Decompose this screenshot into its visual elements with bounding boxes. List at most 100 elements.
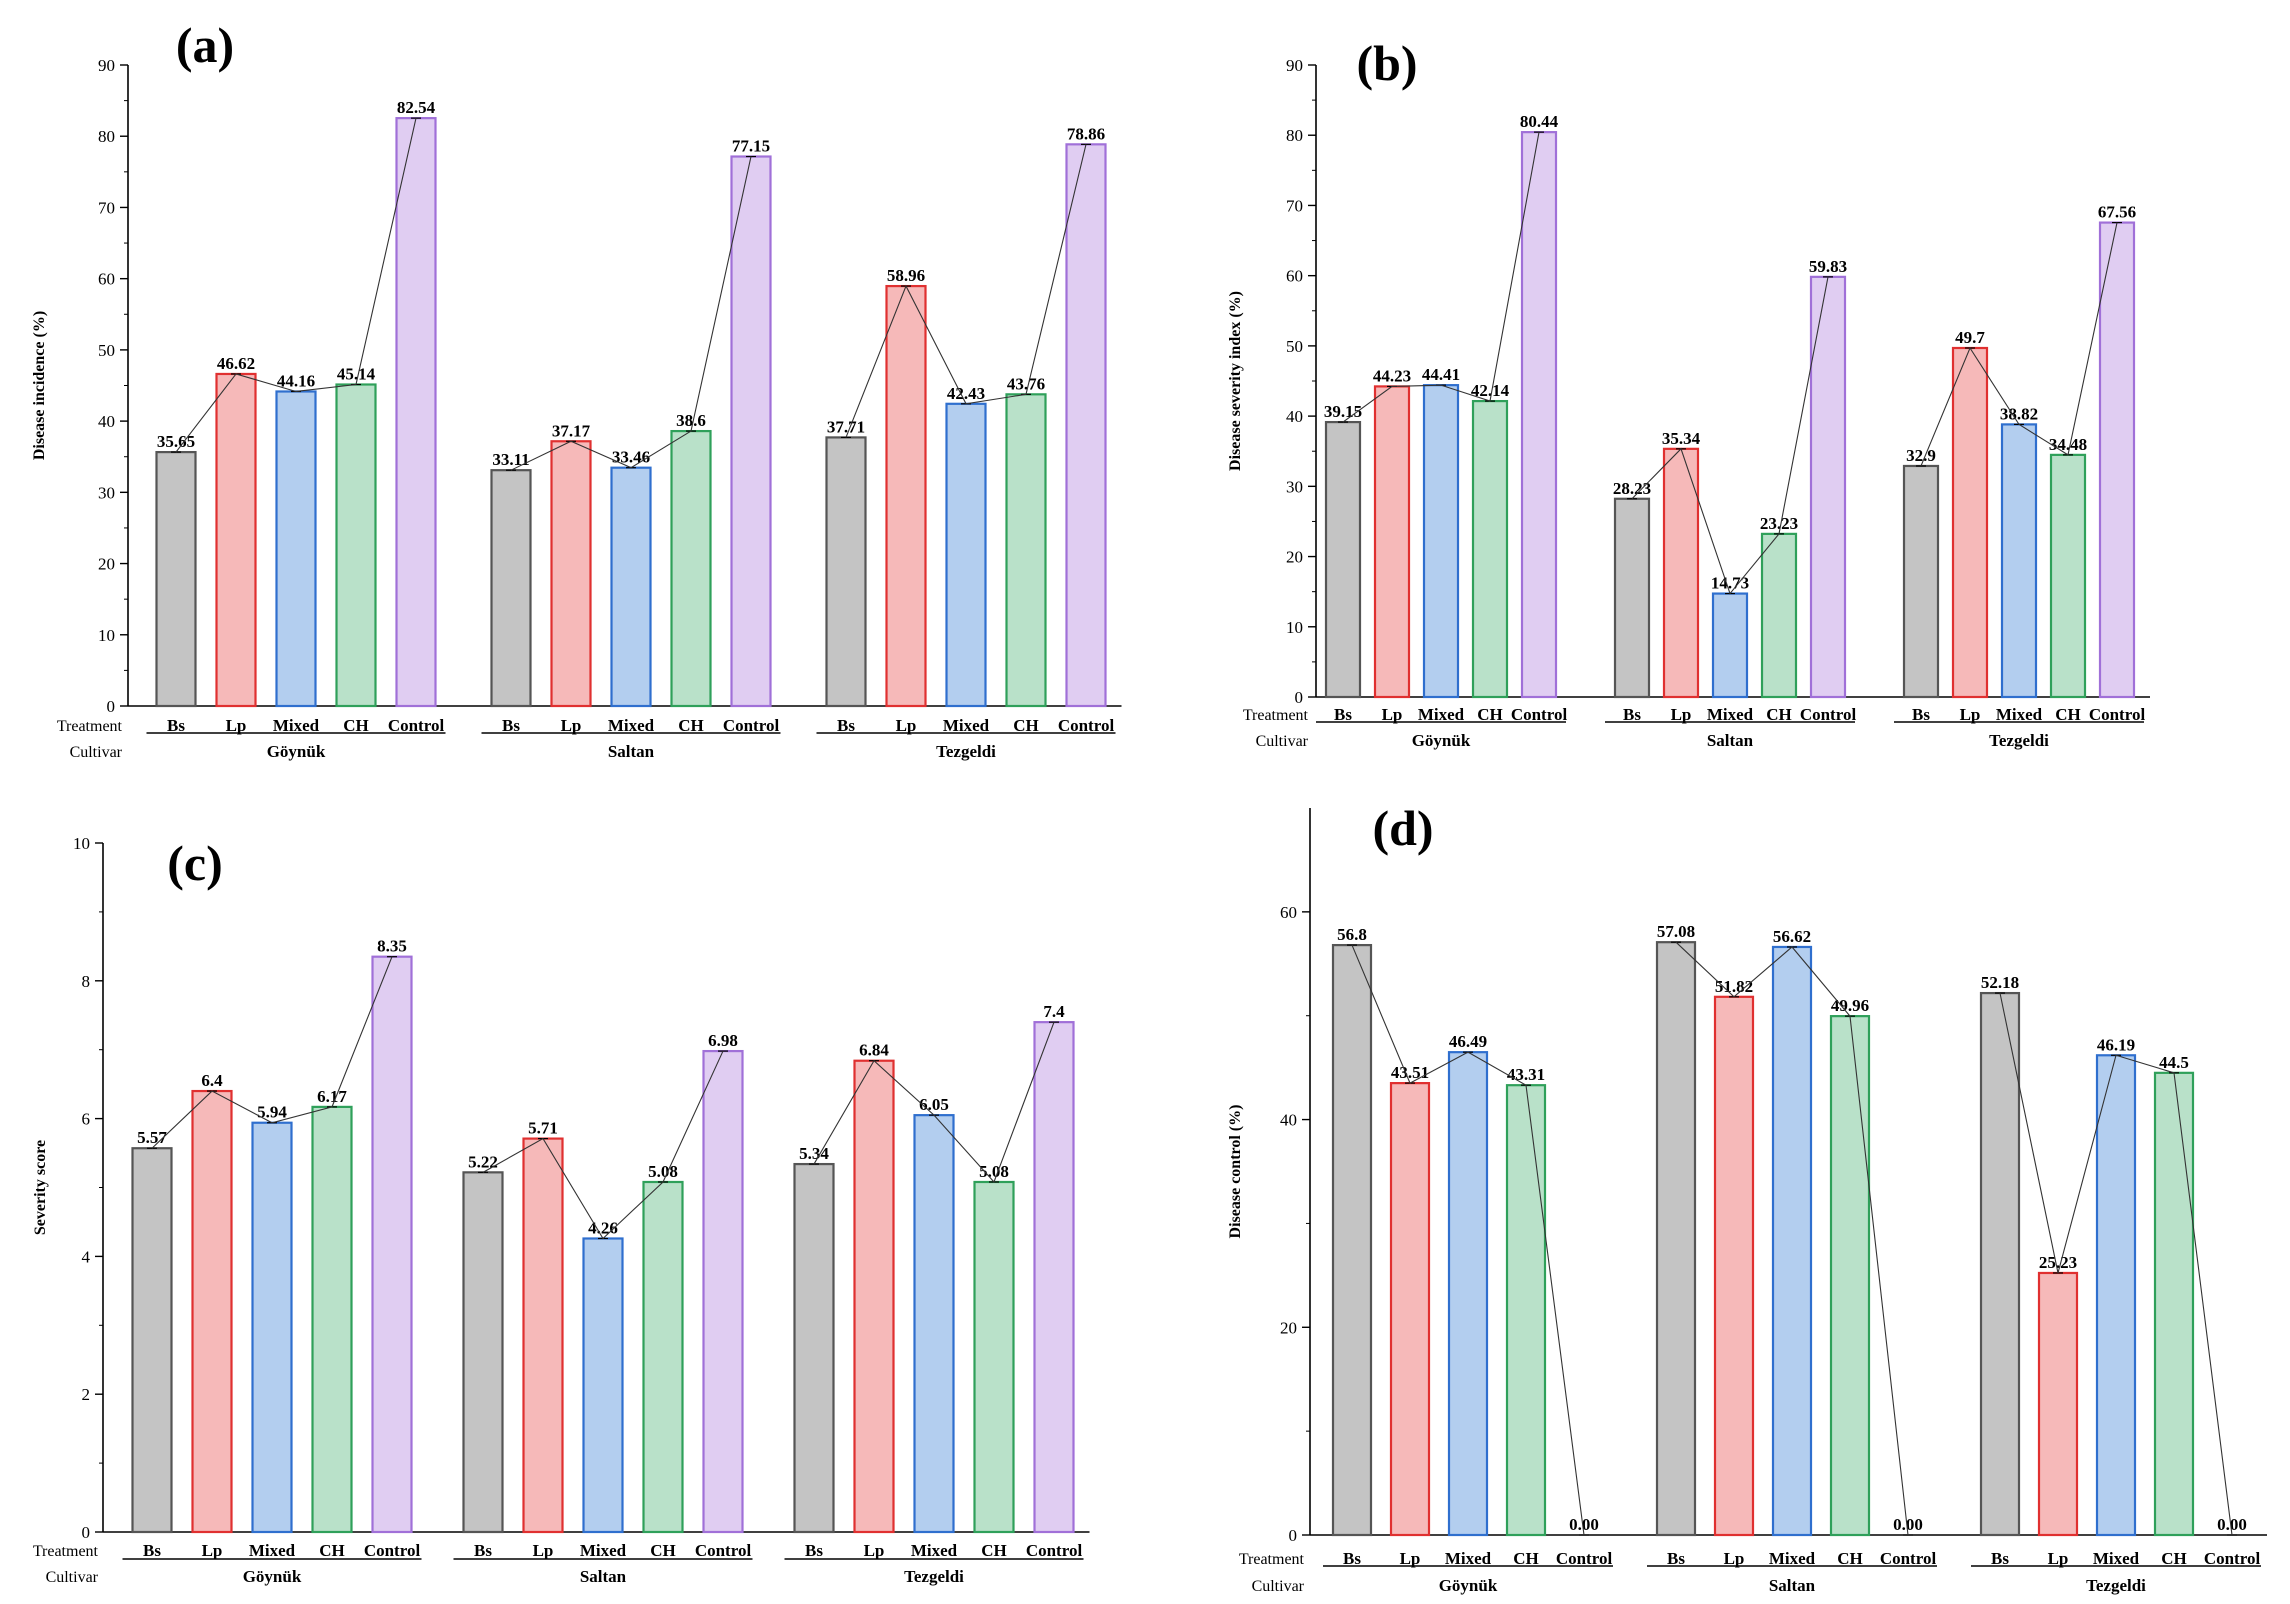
x-tick-label: CH [1477, 705, 1503, 724]
x-tick-label: Control [1511, 705, 1568, 724]
bar-tezgeldi-ch [1005, 393, 1047, 708]
data-label: 44.23 [1373, 366, 1411, 385]
treatment-row-label: Treatment [1239, 1551, 1305, 1568]
x-tick-label: Bs [805, 1541, 823, 1560]
bar-tezgeldi-bs [825, 436, 867, 708]
bar-tezgeldi-ch [2049, 453, 2087, 699]
x-tick-label: Bs [1991, 1549, 2009, 1568]
bar-gynk-bs [131, 1147, 173, 1534]
x-tick-label: Lp [561, 716, 582, 735]
cultivar-label: Göynük [1439, 1576, 1498, 1595]
x-tick-label: Bs [1623, 705, 1641, 724]
x-tick-label: Mixed [1445, 1549, 1492, 1568]
data-label: 6.84 [859, 1041, 889, 1060]
data-label: 5.22 [468, 1152, 498, 1171]
bar-saltan-lp [522, 1137, 564, 1534]
y-tick-label: 0 [82, 1523, 91, 1542]
x-tick-label: Bs [1343, 1549, 1361, 1568]
y-tick-label: 8 [82, 972, 91, 991]
data-label: 5.34 [799, 1144, 829, 1163]
x-tick-label: Bs [1334, 705, 1352, 724]
cultivar-label: Saltan [608, 742, 655, 761]
bar-gynk-bs [1324, 420, 1362, 699]
bar-tezgeldi-lp [2037, 1271, 2079, 1537]
data-label: 33.11 [492, 450, 529, 469]
cultivar-row-label: Cultivar [70, 744, 123, 761]
cultivar-row-label: Cultivar [1256, 733, 1309, 750]
data-label: 6.05 [919, 1095, 949, 1114]
bar-tezgeldi-bs [793, 1162, 835, 1534]
trend-line [482, 1050, 724, 1240]
x-tick-label: Mixed [943, 716, 990, 735]
cultivar-row-label: Cultivar [46, 1569, 99, 1586]
bar-tezgeldi-bs [1979, 991, 2021, 1537]
x-tick-label: CH [1513, 1549, 1539, 1568]
data-label: 58.96 [887, 266, 925, 285]
cultivar-label: Saltan [1769, 1576, 1816, 1595]
y-tick-label: 40 [98, 412, 115, 431]
panel-label: (b) [1356, 35, 1417, 91]
x-tick-label: CH [1837, 1549, 1863, 1568]
bar-saltan-ch [670, 429, 712, 708]
panel-label: (d) [1372, 800, 1433, 856]
treatment-row-label: Treatment [57, 718, 123, 735]
bar-saltan-control [702, 1049, 744, 1534]
data-label: 37.17 [552, 421, 591, 440]
x-tick-label: Lp [1724, 1549, 1745, 1568]
x-tick-label: Lp [1960, 705, 1981, 724]
data-label: 5.08 [648, 1162, 678, 1181]
bar-gynk-lp [1373, 385, 1411, 699]
data-label: 0.00 [1569, 1515, 1599, 1534]
chart-panel-a: 0 10 20 30 40 50 60 70 80 90 Disease incidence (%)… [31, 17, 1122, 761]
bar-tezgeldi-ch [2153, 1071, 2195, 1537]
data-label: 33.46 [612, 448, 650, 467]
bar-saltan-lp [550, 440, 592, 708]
bar-saltan-ch [1829, 1015, 1871, 1537]
data-label: 35.65 [157, 432, 195, 451]
y-tick-label: 60 [1280, 903, 1297, 922]
bar-tezgeldi-control [1065, 143, 1107, 708]
x-tick-label: Lp [226, 716, 247, 735]
data-label: 56.62 [1773, 927, 1811, 946]
x-tick-label: Control [723, 716, 780, 735]
data-label: 4.26 [588, 1218, 618, 1237]
cultivar-label: Saltan [1707, 731, 1754, 750]
chart-panel-d: 0 20 40 60 Disease control (%) (d) Treatment Cu… [1227, 800, 2267, 1595]
bar-saltan-bs [1613, 497, 1651, 699]
x-tick-label: Mixed [608, 716, 655, 735]
bar-tezgeldi-mixed [2000, 423, 2038, 699]
chart-panel-b: 0 10 20 30 40 50 60 70 80 90 Disease severity inde… [1227, 35, 2150, 750]
x-tick-label: Lp [896, 716, 917, 735]
y-tick-label: 60 [1286, 267, 1303, 286]
x-tick-label: Mixed [249, 1541, 296, 1560]
data-label: 42.43 [947, 384, 985, 403]
bar-saltan-control [730, 155, 772, 708]
data-label: 39.15 [1324, 402, 1362, 421]
x-tick-label: CH [1766, 705, 1792, 724]
data-label: 57.08 [1657, 922, 1695, 941]
y-tick-label: 40 [1286, 407, 1303, 426]
bar-tezgeldi-mixed [945, 402, 987, 708]
data-label: 6.17 [317, 1087, 347, 1106]
data-label: 5.94 [257, 1103, 287, 1122]
x-tick-label: Control [2089, 705, 2146, 724]
bar-tezgeldi-bs [1902, 464, 1940, 699]
x-tick-label: Lp [202, 1541, 223, 1560]
bar-saltan-lp [1662, 447, 1700, 699]
y-tick-label: 50 [1286, 337, 1303, 356]
y-tick-label: 80 [1286, 126, 1303, 145]
x-tick-label: Control [1026, 1541, 1083, 1560]
data-label: 77.15 [732, 137, 770, 156]
x-tick-label: Bs [143, 1541, 161, 1560]
x-tick-label: Mixed [1707, 705, 1754, 724]
data-label: 38.82 [2000, 404, 2038, 423]
x-tick-label: CH [678, 716, 704, 735]
x-tick-label: CH [319, 1541, 345, 1560]
trend-line [1631, 276, 1829, 595]
bar-saltan-ch [1760, 532, 1798, 699]
x-tick-label: CH [650, 1541, 676, 1560]
bar-gynk-mixed [1447, 1051, 1489, 1537]
trend-line [813, 1021, 1055, 1184]
bar-tezgeldi-mixed [913, 1114, 955, 1534]
